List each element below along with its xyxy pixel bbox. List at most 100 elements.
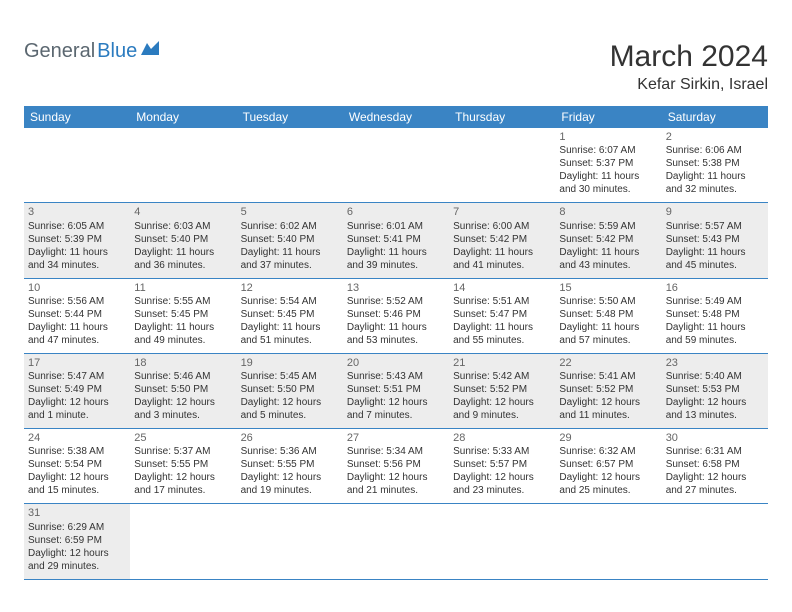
day-info-line: Sunset: 5:40 PM (134, 233, 232, 246)
day-info-line: Sunrise: 5:50 AM (559, 295, 657, 308)
day-info-line: and 19 minutes. (241, 484, 339, 497)
day-number: 23 (666, 356, 764, 370)
day-info-line: Daylight: 11 hours (666, 321, 764, 334)
calendar-day-cell: 26Sunrise: 5:36 AMSunset: 5:55 PMDayligh… (237, 429, 343, 504)
day-info-line: Sunrise: 5:51 AM (453, 295, 551, 308)
day-info-line: Sunrise: 5:36 AM (241, 445, 339, 458)
day-info-line: Sunrise: 5:49 AM (666, 295, 764, 308)
calendar-day-cell: 30Sunrise: 6:31 AMSunset: 6:58 PMDayligh… (662, 429, 768, 504)
day-info-line: Daylight: 11 hours (666, 246, 764, 259)
day-info-line: Daylight: 11 hours (559, 321, 657, 334)
day-number: 14 (453, 281, 551, 295)
day-info-line: Sunrise: 5:52 AM (347, 295, 445, 308)
logo-text-general: General (24, 40, 95, 63)
day-info-line: Daylight: 11 hours (241, 246, 339, 259)
day-number: 28 (453, 431, 551, 445)
calendar-day-cell: 9Sunrise: 5:57 AMSunset: 5:43 PMDaylight… (662, 203, 768, 278)
day-info-line: Daylight: 12 hours (134, 396, 232, 409)
day-info-line: and 25 minutes. (559, 484, 657, 497)
day-info-line: and 47 minutes. (28, 334, 126, 347)
calendar-empty-cell (24, 128, 130, 203)
day-number: 2 (666, 130, 764, 144)
calendar-day-cell: 27Sunrise: 5:34 AMSunset: 5:56 PMDayligh… (343, 429, 449, 504)
logo-flag-icon (141, 41, 159, 55)
calendar-day-cell: 8Sunrise: 5:59 AMSunset: 5:42 PMDaylight… (555, 203, 661, 278)
calendar-day-cell: 25Sunrise: 5:37 AMSunset: 5:55 PMDayligh… (130, 429, 236, 504)
day-number: 19 (241, 356, 339, 370)
day-info-line: Daylight: 12 hours (241, 396, 339, 409)
calendar-day-cell: 1Sunrise: 6:07 AMSunset: 5:37 PMDaylight… (555, 128, 661, 203)
day-number: 20 (347, 356, 445, 370)
day-info-line: Sunrise: 5:41 AM (559, 370, 657, 383)
day-info-line: Sunrise: 5:56 AM (28, 295, 126, 308)
calendar-empty-cell (343, 128, 449, 203)
day-info-line: Sunrise: 6:00 AM (453, 220, 551, 233)
day-info-line: Sunset: 5:43 PM (666, 233, 764, 246)
day-number: 26 (241, 431, 339, 445)
day-info-line: and 11 minutes. (559, 409, 657, 422)
day-info-line: Sunset: 5:38 PM (666, 157, 764, 170)
day-info-line: Daylight: 11 hours (559, 246, 657, 259)
location-label: Kefar Sirkin, Israel (610, 76, 768, 94)
day-number: 10 (28, 281, 126, 295)
day-info-line: and 34 minutes. (28, 259, 126, 272)
day-info-line: and 13 minutes. (666, 409, 764, 422)
day-number: 25 (134, 431, 232, 445)
weekday-header: Saturday (662, 106, 768, 128)
day-info-line: and 51 minutes. (241, 334, 339, 347)
day-info-line: Sunset: 5:45 PM (241, 308, 339, 321)
page-header: General Blue March 2024 Kefar Sirkin, Is… (24, 40, 768, 94)
day-info-line: Sunrise: 6:29 AM (28, 521, 126, 534)
day-info-line: Sunset: 5:52 PM (453, 383, 551, 396)
calendar-empty-cell (130, 504, 236, 579)
calendar-week-row: 1Sunrise: 6:07 AMSunset: 5:37 PMDaylight… (24, 128, 768, 203)
calendar-day-cell: 10Sunrise: 5:56 AMSunset: 5:44 PMDayligh… (24, 278, 130, 353)
day-info-line: Sunrise: 6:06 AM (666, 144, 764, 157)
calendar-day-cell: 23Sunrise: 5:40 AMSunset: 5:53 PMDayligh… (662, 353, 768, 428)
day-info-line: Sunrise: 5:38 AM (28, 445, 126, 458)
day-info-line: and 43 minutes. (559, 259, 657, 272)
day-info-line: Sunrise: 5:45 AM (241, 370, 339, 383)
title-block: March 2024 Kefar Sirkin, Israel (610, 40, 768, 94)
day-number: 12 (241, 281, 339, 295)
day-info-line: Sunrise: 5:37 AM (134, 445, 232, 458)
calendar-day-cell: 6Sunrise: 6:01 AMSunset: 5:41 PMDaylight… (343, 203, 449, 278)
day-info-line: Daylight: 11 hours (559, 170, 657, 183)
day-info-line: and 15 minutes. (28, 484, 126, 497)
weekday-header: Tuesday (237, 106, 343, 128)
day-info-line: Sunset: 5:48 PM (559, 308, 657, 321)
day-number: 22 (559, 356, 657, 370)
day-info-line: Sunrise: 5:59 AM (559, 220, 657, 233)
day-info-line: Sunset: 5:41 PM (347, 233, 445, 246)
day-info-line: Daylight: 11 hours (347, 321, 445, 334)
day-info-line: Sunset: 5:55 PM (134, 458, 232, 471)
day-info-line: Sunset: 5:55 PM (241, 458, 339, 471)
day-number: 29 (559, 431, 657, 445)
day-info-line: and 57 minutes. (559, 334, 657, 347)
day-info-line: Daylight: 12 hours (453, 396, 551, 409)
day-info-line: Sunrise: 5:47 AM (28, 370, 126, 383)
day-info-line: Sunset: 5:49 PM (28, 383, 126, 396)
day-info-line: and 32 minutes. (666, 183, 764, 196)
day-info-line: Sunrise: 6:32 AM (559, 445, 657, 458)
day-info-line: Daylight: 12 hours (666, 471, 764, 484)
month-title: March 2024 (610, 40, 768, 74)
day-info-line: Sunset: 5:44 PM (28, 308, 126, 321)
day-info-line: Daylight: 12 hours (28, 547, 126, 560)
day-info-line: Sunset: 5:42 PM (453, 233, 551, 246)
day-number: 4 (134, 205, 232, 219)
calendar-week-row: 17Sunrise: 5:47 AMSunset: 5:49 PMDayligh… (24, 353, 768, 428)
day-info-line: Sunrise: 5:34 AM (347, 445, 445, 458)
day-info-line: Sunset: 5:53 PM (666, 383, 764, 396)
day-info-line: Sunrise: 5:40 AM (666, 370, 764, 383)
day-info-line: and 37 minutes. (241, 259, 339, 272)
calendar-week-row: 3Sunrise: 6:05 AMSunset: 5:39 PMDaylight… (24, 203, 768, 278)
day-info-line: and 21 minutes. (347, 484, 445, 497)
day-info-line: Daylight: 11 hours (241, 321, 339, 334)
day-info-line: Daylight: 11 hours (134, 246, 232, 259)
day-number: 13 (347, 281, 445, 295)
calendar-body: 1Sunrise: 6:07 AMSunset: 5:37 PMDaylight… (24, 128, 768, 579)
calendar-empty-cell (555, 504, 661, 579)
calendar-empty-cell (237, 128, 343, 203)
day-info-line: Sunset: 5:51 PM (347, 383, 445, 396)
